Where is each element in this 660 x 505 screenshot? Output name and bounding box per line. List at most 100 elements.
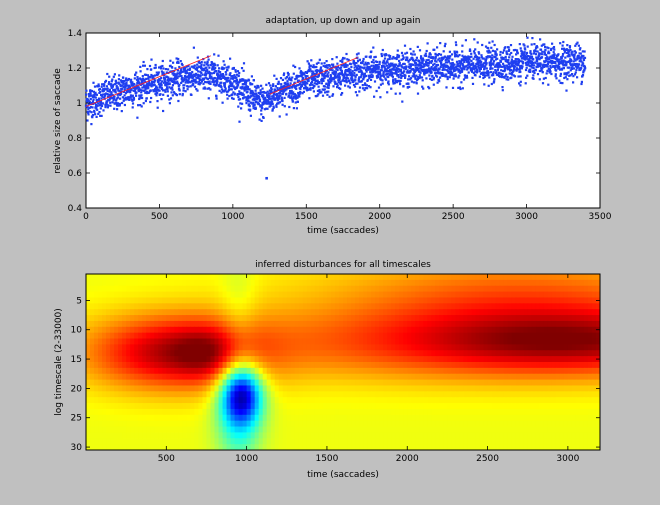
scatter-point — [240, 87, 243, 90]
heatmap-cell — [451, 297, 456, 304]
heatmap-cell — [395, 326, 400, 334]
heatmap-cell — [375, 303, 380, 310]
heatmap-cell — [190, 320, 195, 328]
heatmap-cell — [367, 332, 372, 340]
heatmap-cell — [150, 285, 155, 293]
heatmap-cell — [150, 274, 155, 281]
heatmap-cell — [234, 332, 240, 340]
scatter-point — [355, 73, 358, 76]
scatter-point — [564, 56, 567, 59]
scatter-point — [582, 54, 585, 58]
scatter-point — [355, 53, 359, 56]
heatmap-cell — [286, 315, 292, 322]
scatter-point — [425, 60, 428, 63]
scatter-point — [438, 80, 441, 83]
scatter-point — [190, 65, 193, 68]
scatter-point — [402, 56, 405, 59]
heatmap-cell — [435, 297, 440, 304]
heatmap-cell — [118, 285, 123, 293]
scatter-point — [251, 92, 255, 95]
heatmap-cell — [479, 315, 485, 322]
scatter-point — [239, 98, 242, 101]
heatmap-cell — [338, 315, 344, 322]
scatter-point — [89, 98, 92, 101]
heatmap-cell — [555, 279, 561, 287]
heatmap-cell — [242, 291, 248, 298]
heatmap-cell — [186, 332, 191, 340]
heatmap-cell — [503, 309, 509, 316]
scatter-point — [97, 102, 100, 105]
heatmap-cell — [142, 291, 147, 298]
heatmap-cell — [455, 285, 460, 293]
heatmap-cell — [343, 315, 348, 322]
scatter-point — [504, 75, 507, 78]
heatmap-cell — [146, 285, 151, 293]
heatmap-cell — [106, 285, 111, 293]
heatmap-cell — [334, 332, 340, 340]
scatter-point — [374, 71, 377, 74]
heatmap-cell — [367, 326, 372, 334]
scatter-point — [568, 45, 572, 48]
heatmap-cell — [367, 285, 372, 293]
scatter-point — [496, 48, 499, 51]
scatter-point — [538, 69, 541, 73]
scatter-point — [451, 58, 454, 61]
scatter-point — [566, 60, 570, 63]
scatter-point — [368, 65, 371, 69]
scatter-point — [345, 81, 348, 84]
heatmap-cell — [559, 274, 565, 281]
scatter-point — [141, 89, 144, 92]
scatter-point — [563, 72, 566, 75]
heatmap-cell — [443, 332, 448, 340]
scatter-point — [398, 61, 401, 65]
scatter-point — [461, 50, 464, 53]
heatmap-cell — [527, 291, 533, 298]
heatmap-cell — [118, 303, 123, 310]
heatmap-cell — [178, 332, 183, 340]
scatter-point — [168, 82, 171, 85]
scatter-title: adaptation, up down and up again — [266, 16, 421, 26]
scatter-point — [235, 79, 239, 82]
scatter-point — [283, 85, 286, 88]
heatmap-cell — [162, 326, 167, 334]
scatter-point — [579, 47, 582, 50]
heatmap-cell — [182, 315, 187, 322]
heatmap-cell — [507, 315, 513, 322]
scatter-point — [336, 65, 340, 69]
scatter-point — [522, 53, 525, 56]
scatter-point — [391, 57, 394, 60]
scatter-point — [386, 72, 389, 76]
scatter-point — [136, 84, 139, 88]
heatmap-cell — [170, 285, 175, 293]
scatter-point — [108, 81, 111, 84]
scatter-point — [100, 97, 103, 100]
heatmap-cell — [563, 338, 569, 345]
scatter-point — [311, 77, 314, 80]
scatter-point — [554, 65, 557, 68]
heatmap-cell — [182, 332, 187, 340]
scatter-point — [479, 63, 482, 66]
scatter-point — [274, 98, 277, 101]
scatter-point — [182, 79, 186, 82]
heatmap-cell — [254, 297, 260, 304]
heatmap-cell — [158, 326, 163, 334]
heatmap-cell — [411, 274, 416, 281]
heatmap-cell — [306, 274, 312, 281]
heatmap-cell — [403, 279, 408, 287]
heatmap-cell — [543, 332, 549, 340]
heatmap-cell — [467, 285, 472, 293]
scatter-point — [102, 109, 105, 112]
scatter-point — [300, 74, 303, 77]
scatter-point — [178, 87, 181, 90]
heatmap-cell — [150, 303, 155, 310]
heatmap-cell — [134, 279, 139, 287]
heatmap-cell — [411, 291, 416, 298]
scatter-point — [105, 103, 109, 106]
scatter-point — [149, 75, 152, 79]
scatter-y-label: relative size of saccade — [53, 68, 63, 174]
heatmap-cell — [431, 297, 436, 304]
heatmap-cell — [134, 338, 139, 345]
scatter-point — [325, 75, 328, 78]
heatmap-cell — [459, 320, 464, 328]
scatter-point — [400, 76, 403, 79]
